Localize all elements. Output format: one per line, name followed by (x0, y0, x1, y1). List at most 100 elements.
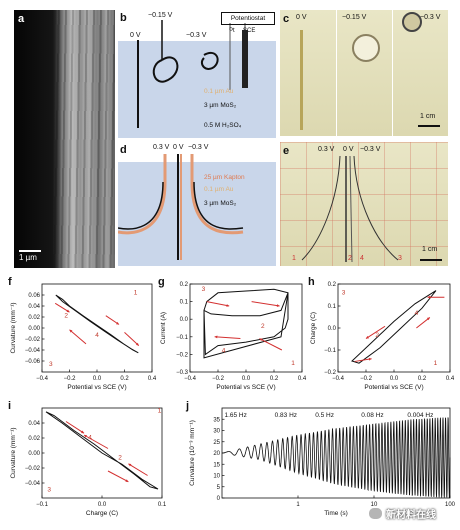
chart-h: −0.4 −0.2 0.0 0.2 0.40.20.10.0−0.1−0.2Potent… (310, 282, 455, 391)
photo-e-traces (301, 155, 399, 263)
cycle-label: 3 (202, 286, 206, 293)
data-line (45, 411, 159, 490)
position-number: 2 (348, 255, 352, 262)
scale-bar-label: 1 cm (420, 113, 436, 120)
x-axis-label: Potential vs SCE (V) (364, 384, 423, 391)
direction-arrowhead (135, 342, 139, 346)
coiled-film-photo (402, 12, 422, 32)
y-axis-label: Curvature (mm⁻¹) (10, 302, 17, 353)
x-tick-label: 0.1 (158, 502, 167, 508)
y-tick-label: 0.2 (180, 282, 189, 288)
chart-j: 1 10 100 35 30 25 20 15 10 5 0 Time (s) Curvature (1… (189, 407, 456, 517)
y-tick-label: 20 (213, 451, 220, 457)
direction-arrowhead (366, 335, 369, 339)
x-tick-label: 100 (445, 502, 456, 508)
y-tick-label: 0.00 (28, 451, 40, 457)
electrolyte-bath (118, 41, 276, 138)
y-tick-label: −0.06 (25, 359, 41, 365)
direction-arrow (83, 434, 109, 449)
y-tick-label: −0.02 (25, 337, 41, 343)
y-tick-label: 0.1 (328, 304, 337, 310)
direction-arrowhead (427, 295, 431, 299)
y-axis-label: Charge (C) (310, 312, 317, 344)
y-tick-label: 0.06 (28, 293, 40, 299)
mos2-layer-label: 3 µm MoS₂ (204, 102, 237, 109)
direction-arrow (54, 302, 70, 313)
position-number: 3 (398, 255, 402, 262)
direction-arrowhead (426, 317, 430, 321)
cycle-label: 2 (118, 454, 122, 461)
x-tick-label: −0.2 (64, 376, 77, 382)
x-tick-label: 0.0 (242, 376, 251, 382)
sem-image-panel: a 1 µm (14, 10, 115, 268)
y-axis-label: Curvature (mm⁻¹) (10, 427, 17, 478)
panel-label-e: e (283, 145, 290, 157)
y-tick-label: −0.3 (176, 370, 189, 376)
voltage-label: 0 V (130, 32, 141, 39)
x-tick-label: 0.4 (298, 376, 307, 382)
photo-divider (392, 10, 393, 136)
y-tick-label: 0.2 (328, 282, 337, 288)
cycle-label: 1 (134, 290, 138, 297)
schematic-b-drawing (137, 20, 248, 128)
y-tick-label: −0.1 (176, 335, 189, 341)
electrolyte-label: 0.5 M H₂SO₄ (204, 122, 242, 129)
data-line (55, 294, 139, 354)
photo-e: e 0.3 V 0 V −0.3 V 1 2 4 3 1 cm (280, 142, 448, 266)
scale-bar (420, 259, 442, 261)
film-trace (301, 155, 341, 261)
curling-film (152, 56, 179, 83)
y-tick-label: 10 (213, 474, 220, 480)
x-tick-label: −0.4 (332, 376, 345, 382)
direction-arrowhead (259, 338, 263, 342)
grid-paper (280, 142, 448, 266)
cycle-label: 1 (158, 408, 162, 415)
panel-label-d: d (120, 144, 127, 156)
direction-arrowhead (226, 304, 230, 307)
direction-arrowhead (84, 435, 87, 438)
y-tick-label: 5 (217, 485, 221, 491)
voltage-label: 0.3 V (318, 146, 335, 153)
x-axis-label: Potential vs SCE (V) (216, 384, 275, 391)
direction-arrow (416, 317, 431, 329)
voltage-label: −0.3 V (188, 144, 209, 151)
x-tick-label: −0.2 (360, 376, 373, 382)
curled-film-photo (352, 34, 380, 62)
direction-arrowhead (116, 321, 119, 325)
frequency-label: 0.004 Hz (407, 412, 433, 419)
schematic-d: d 0.3 V 0 V −0.3 V 25 µm Kapton 0.1 µm A… (118, 142, 276, 266)
wechat-icon (368, 507, 383, 520)
watermark: 新材料在线 (368, 506, 436, 521)
direction-arrow (206, 301, 230, 307)
direction-arrow (354, 358, 372, 362)
curvature-trace (222, 417, 451, 498)
bent-film-right-kapton (190, 154, 244, 235)
scale-bar-label: 1 cm (422, 246, 438, 253)
x-tick-label: 0.4 (148, 376, 157, 382)
chart-i: −0.1 0.0 0.1 0.04 0.02 0.00 −0.02 −0.04 Charge (… (10, 408, 167, 518)
direction-arrow (107, 470, 129, 483)
direction-arrow (214, 336, 241, 340)
direction-arrow (69, 329, 87, 345)
schematic-d-drawing (118, 154, 244, 260)
mos2-layer-label: 3 µm MoS₂ (204, 200, 237, 207)
scale-bar (19, 250, 41, 252)
voltage-label: −0.3 V (420, 14, 441, 21)
direction-arrow (365, 325, 386, 339)
photo-c: c 0 V −0.15 V −0.3 V 1 cm (280, 10, 448, 136)
voltage-label: −0.15 V (342, 14, 367, 21)
direction-arrowhead (128, 463, 132, 467)
direction-arrowhead (69, 329, 73, 333)
x-tick-label: 10 (371, 502, 378, 508)
scale-bar (418, 125, 440, 127)
cycle-label: 3 (49, 361, 53, 368)
y-tick-label: 0.02 (28, 315, 40, 321)
potentiostat-box: Potentiostat (221, 12, 275, 25)
cycle-label: 1 (434, 360, 438, 367)
direction-arrowhead (276, 304, 280, 308)
position-number: 4 (360, 255, 364, 262)
x-tick-label: 0.2 (120, 376, 129, 382)
au-layer-label: 0.1 µm Au (204, 88, 234, 95)
direction-arrowhead (368, 357, 372, 361)
cycle-label: 1 (291, 360, 295, 367)
